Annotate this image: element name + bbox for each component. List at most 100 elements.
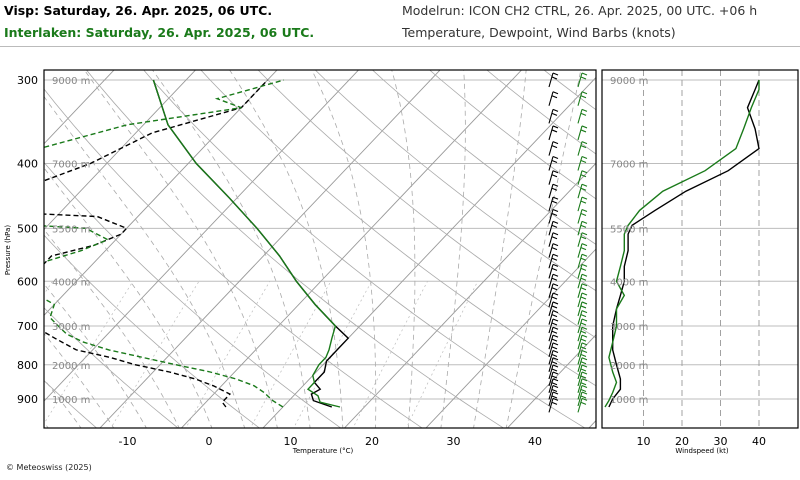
- mixing-ratio: [185, 281, 271, 428]
- windspeed-tick-30: 30: [714, 435, 728, 448]
- visp-wind-barb: [548, 72, 559, 88]
- visp-wind-barb: [548, 318, 559, 334]
- interlaken-wind-barb: [577, 232, 588, 247]
- moist-adiabat: [229, 70, 344, 428]
- interlaken-wind-barb: [577, 253, 588, 269]
- visp-wind-barb: [548, 141, 559, 156]
- moist-adiabat: [83, 70, 278, 428]
- copyright: © Meteoswiss (2025): [6, 463, 92, 472]
- interlaken-wind-barb: [577, 72, 588, 88]
- moist-adiabat: [44, 283, 147, 428]
- interlaken-wind-barb: [577, 263, 588, 279]
- visp-wind-barb: [548, 125, 559, 141]
- pressure-tick-900: 900: [17, 393, 38, 406]
- dry-adiabat: [44, 380, 98, 428]
- isotherm-line: [425, 248, 596, 428]
- visp-wind-barb: [548, 364, 559, 380]
- moist-adiabat: [44, 95, 246, 428]
- dry-adiabat: [85, 70, 505, 428]
- interlaken-wind-barb: [577, 156, 588, 171]
- interlaken-wind-barb: [577, 183, 588, 199]
- altitude-label: 4000 m: [52, 277, 90, 288]
- mixing-ratio: [44, 281, 53, 295]
- altitude-label: 3000 m: [52, 322, 90, 333]
- pressure-tick-600: 600: [17, 275, 38, 288]
- interlaken-temperature-line: [152, 79, 341, 408]
- visp-wind-barb: [548, 108, 559, 124]
- visp-wind-barb: [548, 334, 559, 350]
- temperature-tick-20: 20: [365, 435, 379, 448]
- isotherm-line: [99, 70, 441, 428]
- moist-adiabat: [391, 70, 416, 428]
- interlaken-wind-barb: [577, 91, 588, 106]
- mixing-ratio: [352, 281, 428, 428]
- visp-wind-barb: [548, 243, 559, 258]
- visp-wind-barb: [548, 391, 559, 407]
- pressure-tick-500: 500: [17, 222, 38, 235]
- windspeed-tick-10: 10: [637, 435, 651, 448]
- interlaken-wind-barb: [577, 349, 588, 365]
- visp-wind-barb: [548, 397, 559, 413]
- wind-altitude-label: 3000 m: [610, 322, 648, 333]
- windspeed-tick-40: 40: [752, 435, 766, 448]
- interlaken-wind-barb: [577, 397, 588, 413]
- interlaken-wind-barb: [577, 357, 588, 372]
- interlaken-wind-barb: [577, 243, 588, 258]
- isotherm-line: [44, 70, 360, 402]
- moist-adiabat: [505, 70, 582, 428]
- windspeed-tick-20: 20: [675, 435, 689, 448]
- interlaken-wind-barb: [577, 208, 588, 224]
- visp-wind-barb: [548, 196, 559, 212]
- interlaken-wind-barb: [577, 196, 588, 212]
- isotherm-line: [180, 70, 523, 428]
- moist-adiabat: [440, 70, 466, 428]
- visp-dewpoint-line: [44, 79, 269, 408]
- wind-altitude-label: 5500 m: [610, 224, 648, 235]
- interlaken-wind-barb: [577, 342, 588, 358]
- dry-adiabat: [44, 161, 342, 428]
- skewt-profiles: [44, 79, 350, 408]
- visp-wind-barb: [548, 371, 559, 387]
- visp-wind-barb: [548, 232, 559, 247]
- visp-wind-barb: [548, 183, 559, 199]
- skewt-grid: [44, 70, 596, 428]
- interlaken-wind-barb: [577, 391, 588, 407]
- visp-wind-barb: [548, 253, 559, 269]
- moist-adiabat: [44, 332, 115, 428]
- mixing-ratio: [110, 281, 200, 428]
- visp-wind-barb: [548, 91, 559, 106]
- windspeed-grid: [602, 70, 798, 428]
- interlaken-wind-barb: [577, 108, 588, 124]
- interlaken-wind-barb: [577, 170, 588, 185]
- interlaken-wind-barb: [577, 301, 588, 317]
- isotherm-line: [506, 334, 596, 428]
- dry-adiabat: [257, 70, 596, 339]
- wind-barbs: [548, 72, 588, 413]
- altitude-label: 9000 m: [52, 76, 90, 87]
- interlaken-wind-barb: [577, 318, 588, 334]
- visp-wind-barb: [548, 357, 559, 372]
- wind-altitude-label: 7000 m: [610, 160, 648, 171]
- wind-altitude-label: 2000 m: [610, 361, 648, 372]
- interlaken-wind-barb: [577, 378, 588, 393]
- visp-wind-barb: [548, 156, 559, 171]
- visp-title: Visp: Saturday, 26. Apr. 2025, 06 UTC.: [4, 3, 273, 18]
- temperature-tick-10: 10: [284, 435, 298, 448]
- interlaken-wind-barb: [577, 364, 588, 380]
- visp-wind-barb: [548, 326, 559, 342]
- wind-altitude-label: 1000 m: [610, 395, 648, 406]
- visp-wind-barb: [548, 170, 559, 185]
- wind-altitude-label: 9000 m: [610, 76, 648, 87]
- isotherm-line: [44, 70, 197, 231]
- axis-labels: 300 400 500 600 700 800 900 -10 0 10 20 30 40 Tempera…: [4, 74, 766, 455]
- modelrun-label: Modelrun: ICON CH2 CTRL, 26. Apr. 2025, …: [402, 3, 758, 18]
- header-separator: [0, 46, 800, 47]
- dry-adiabat: [371, 70, 596, 245]
- wind-altitude-label: 4000 m: [610, 277, 648, 288]
- dry-adiabat: [44, 234, 260, 428]
- dry-adiabat: [486, 70, 596, 155]
- moist-adiabat: [44, 378, 82, 428]
- moist-adiabat: [311, 70, 377, 428]
- visp-wind-barb: [548, 273, 559, 289]
- isotherm-line: [262, 76, 596, 428]
